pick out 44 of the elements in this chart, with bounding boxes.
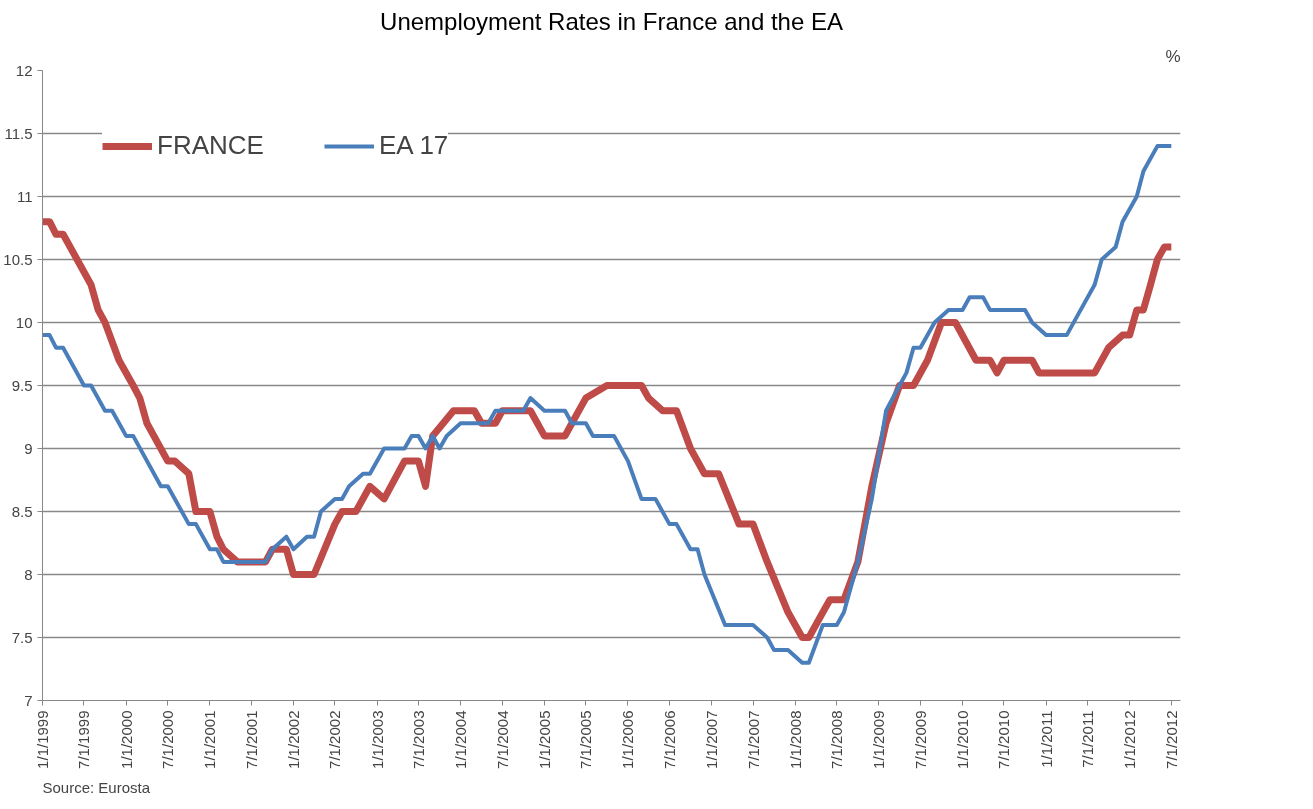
x-tick-label: 1/1/2007: [703, 710, 721, 769]
x-tick-label: 1/1/2002: [284, 710, 302, 769]
x-tick-label: 1/1/2005: [535, 710, 553, 769]
x-tick-label: 7/1/2004: [493, 710, 511, 769]
x-tick-label: 1/1/2003: [368, 710, 386, 769]
x-tick-label: 1/1/2010: [954, 710, 972, 769]
legend-label: FRANCE: [157, 130, 264, 161]
y-tick-label: 9: [24, 439, 33, 457]
x-tick-label: 1/1/2011: [1037, 710, 1055, 768]
x-tick-label: 7/1/2011: [1079, 710, 1097, 768]
y-tick-label: 11.5: [4, 124, 33, 142]
y-tick-label: 9.5: [11, 376, 33, 394]
x-tick-label: 7/1/2008: [828, 710, 846, 769]
source-note: Source: Eurosta: [42, 778, 151, 796]
x-tick-label: 7/1/2000: [159, 710, 177, 769]
x-tick-label: 1/1/1999: [34, 710, 51, 769]
x-tick-label: 1/1/2012: [1121, 710, 1139, 769]
y-tick-label: 10.5: [3, 250, 33, 268]
x-tick-label: 1/1/2006: [619, 710, 637, 769]
x-tick-label: 7/1/1999: [75, 710, 93, 769]
x-tick-label: 7/1/2007: [744, 710, 762, 769]
y-tick-label: 8: [24, 565, 33, 583]
x-tick-label: 1/1/2001: [201, 710, 219, 769]
y-tick-label: 11: [16, 187, 33, 205]
y-tick-label: 12: [15, 61, 33, 79]
y-tick-label: 8.5: [11, 502, 33, 520]
chart-title: Unemployment Rates in France and the EA: [380, 7, 843, 35]
y-axis-title: %: [1165, 46, 1181, 66]
x-tick-label: 7/1/2003: [409, 710, 427, 769]
y-tick-label: 7.5: [11, 628, 33, 646]
x-tick-label: 1/1/2009: [870, 710, 888, 769]
x-tick-label: 7/1/2002: [326, 710, 344, 769]
x-tick-label: 7/1/2009: [911, 710, 929, 769]
x-tick-label: 7/1/2012: [1162, 710, 1180, 769]
y-tick-label: 10: [15, 313, 33, 331]
x-tick-label: 1/1/2008: [786, 710, 804, 769]
x-tick-label: 7/1/2005: [577, 710, 595, 769]
x-tick-label: 7/1/2010: [995, 710, 1013, 769]
x-tick-label: 1/1/2000: [117, 710, 135, 769]
legend-label: EA 17: [378, 130, 449, 161]
x-tick-label: 7/1/2006: [660, 710, 678, 769]
y-tick-label: 7: [24, 691, 33, 709]
x-tick-label: 1/1/2004: [452, 710, 470, 769]
x-tick-label: 7/1/2001: [242, 710, 260, 769]
